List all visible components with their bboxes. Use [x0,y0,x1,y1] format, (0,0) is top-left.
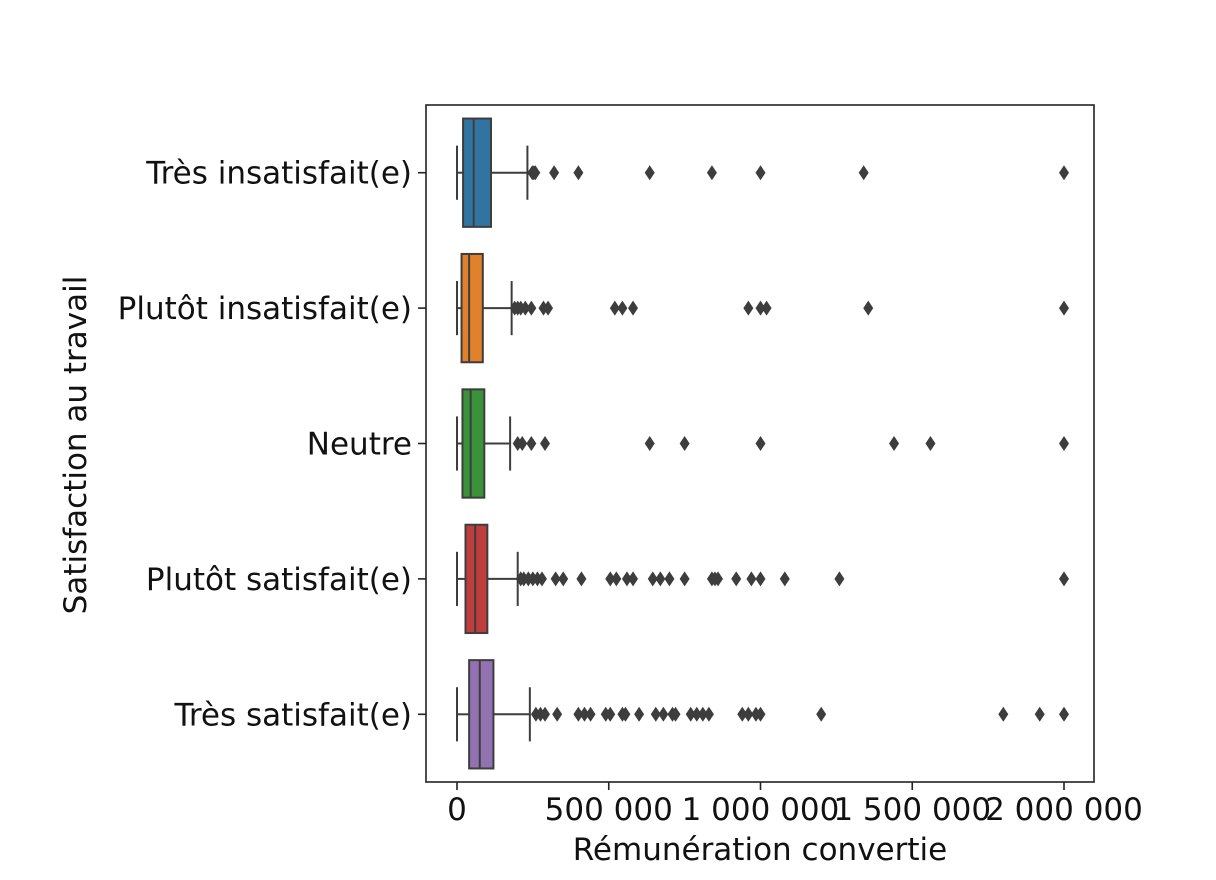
iqr-box [464,523,489,635]
outlier-point [573,706,584,722]
y-axis-ticks: Très insatisfait(e) Plutôt insatisfait(e)… [118,156,426,733]
outlier-point [530,165,541,181]
x-tick-label: 2 000 000 [985,792,1143,828]
outlier-point [605,706,616,722]
outlier-point [755,165,766,181]
outlier-point [609,300,620,316]
box-group [456,388,1069,499]
outlier-point [543,300,554,316]
outlier-point [755,436,766,451]
outlier-point [858,165,869,181]
outlier-point [1059,436,1069,451]
outlier-point [540,706,551,722]
outlier-point [579,706,590,722]
outlier-point [628,300,639,316]
outlier-point [816,706,827,722]
outlier-point [526,300,537,316]
x-tick-label: 500 000 [545,792,673,828]
outlier-point [743,706,754,722]
outlier-point [670,706,681,722]
outlier-point [731,571,742,587]
outlier-point [658,706,669,722]
outlier-point [746,571,757,587]
x-axis-label: Rémunération convertie [573,832,947,868]
outlier-point [713,571,724,587]
outlier-point [520,300,531,316]
outlier-point [761,300,772,316]
y-tick-label: Très satisfait(e) [173,697,412,733]
outlier-point [621,571,632,587]
x-tick-label: 1 000 000 [682,792,840,828]
outlier-point [664,571,675,587]
outlier-point [536,571,547,587]
outlier-point [697,706,708,722]
outlier-point [628,571,639,587]
x-tick-label: 1 500 000 [833,792,991,828]
outlier-point [834,571,845,587]
outlier-point [863,300,874,316]
outlier-point [755,706,766,722]
box-group [456,252,1069,364]
outlier-point [550,571,561,587]
boxes-layer [456,117,1069,770]
outlier-point [737,706,748,722]
outlier-point [573,165,584,181]
y-tick-label: Plutôt satisfait(e) [146,562,412,598]
outlier-point [755,571,766,587]
outlier-point [540,436,551,451]
outlier-point [1059,300,1069,316]
outlier-point [998,706,1009,722]
outlier-point [549,165,560,181]
outlier-point [691,706,702,722]
outlier-point [611,571,622,587]
outlier-point [679,571,690,587]
outlier-point [655,571,666,587]
y-tick-label: Très insatisfait(e) [145,156,412,192]
outlier-point [925,436,936,451]
iqr-box [460,252,484,364]
iqr-box [468,659,495,770]
outlier-point [889,436,900,451]
outlier-point [679,436,690,451]
box-group [456,523,1069,635]
outlier-point [552,706,563,722]
y-tick-label: Neutre [307,427,412,463]
outlier-point [517,436,528,451]
outlier-point [526,436,537,451]
outlier-point [706,165,717,181]
outlier-point [779,571,790,587]
iqr-box [462,117,492,228]
outlier-point [1059,706,1069,722]
box-group [456,117,1069,228]
outlier-point [558,571,569,587]
box-group [456,659,1069,770]
x-tick-label: 0 [447,792,467,828]
outlier-point [605,571,616,587]
outlier-point [1034,706,1045,722]
y-axis-label: Satisfaction au travail [58,276,94,615]
outlier-point [620,706,631,722]
outlier-point [644,436,655,451]
outlier-point [703,706,714,722]
y-tick-label: Plutôt insatisfait(e) [118,291,412,327]
outlier-point [617,300,628,316]
outlier-point [1059,165,1069,181]
outlier-point [650,706,661,722]
outlier-point [647,571,658,587]
outlier-point [585,706,596,722]
outlier-point [743,300,754,316]
outlier-point [576,571,587,587]
iqr-box [461,388,486,499]
outlier-point [634,706,645,722]
outlier-point [755,300,766,316]
outlier-point [685,706,696,722]
outlier-point [644,165,655,181]
outlier-point [1059,571,1069,587]
